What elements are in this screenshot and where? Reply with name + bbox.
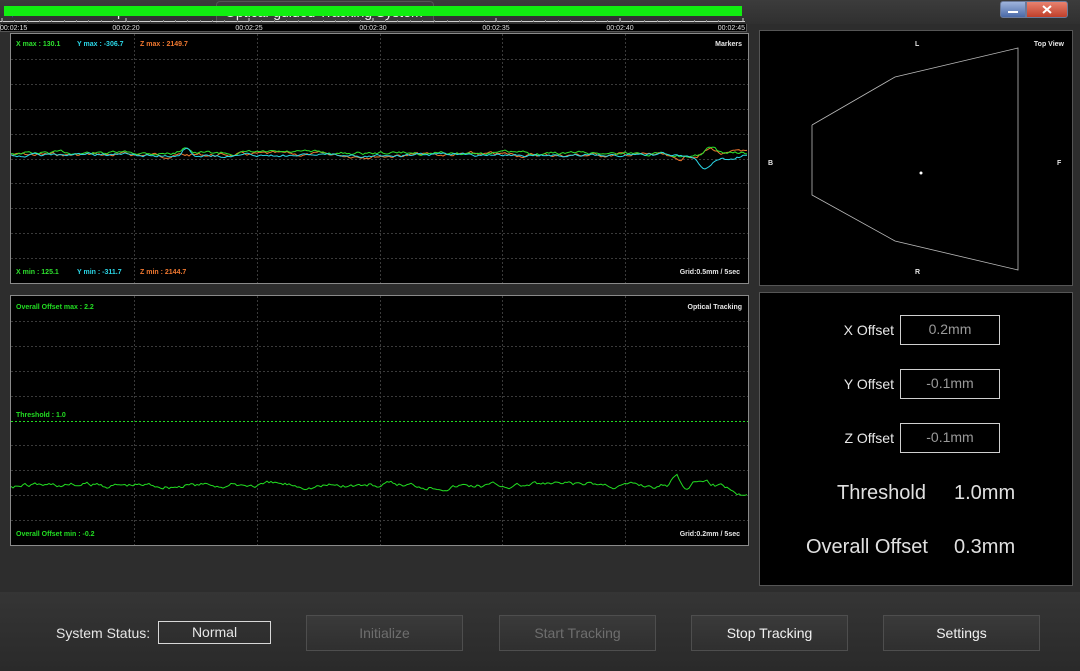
x-min-label: X min : 125.1 bbox=[16, 269, 59, 276]
optical-tracking-chart: Overall Offset max : 2.2 Optical Trackin… bbox=[10, 295, 749, 546]
y-min-label: Y min : -311.7 bbox=[77, 269, 122, 276]
system-status-label: System Status: bbox=[56, 625, 151, 641]
z-offset-field: -0.1mm bbox=[900, 423, 1000, 453]
markers-chart: X max : 130.1 Y max : -306.7 Z max : 214… bbox=[10, 33, 749, 284]
top-view-label-l: L bbox=[915, 41, 920, 48]
y-offset-row: Y Offset -0.1mm bbox=[760, 369, 1074, 399]
timeline-tick-label: 00:02:20 bbox=[112, 25, 139, 30]
y-offset-label: Y Offset bbox=[843, 376, 894, 392]
timeline-tick-label: 00:02:15 bbox=[0, 25, 27, 30]
top-view-diagram bbox=[811, 47, 1019, 271]
top-view-title: Top View bbox=[1033, 41, 1064, 48]
progress-bar bbox=[4, 6, 742, 16]
z-min-label: Z min : 2144.7 bbox=[140, 269, 187, 276]
close-icon bbox=[1042, 5, 1052, 14]
settings-button[interactable]: Settings bbox=[883, 615, 1040, 651]
y-series-line bbox=[11, 147, 747, 170]
offset-readout-panel: X Offset 0.2mm Y Offset -0.1mm Z Offset … bbox=[759, 292, 1073, 586]
top-view-label-f: F bbox=[1057, 160, 1062, 167]
overall-offset-label: Overall Offset bbox=[806, 536, 928, 558]
threshold-readout-value: 1.0mm bbox=[954, 482, 1016, 504]
system-status-value: Normal bbox=[158, 621, 271, 644]
z-max-label: Z max : 2149.7 bbox=[140, 41, 188, 48]
z-offset-label: Z Offset bbox=[844, 430, 894, 446]
offset-series-line bbox=[11, 473, 748, 496]
timeline-tick-label: 00:02:25 bbox=[235, 25, 262, 30]
threshold-readout-label: Threshold bbox=[837, 482, 926, 504]
timeline: 00:02:15 00:02:20 00:02:25 00:02:30 00:02:35… bbox=[0, 0, 747, 32]
x-offset-label: X Offset bbox=[843, 322, 894, 338]
offset-max-label: Overall Offset max : 2.2 bbox=[16, 304, 94, 311]
x-offset-row: X Offset 0.2mm bbox=[760, 315, 1074, 345]
initialize-button[interactable]: Initialize bbox=[306, 615, 463, 651]
control-bar: System Status: Normal Initialize Start T… bbox=[0, 592, 1080, 671]
close-button[interactable] bbox=[1026, 1, 1068, 18]
minimize-button[interactable] bbox=[1000, 1, 1026, 18]
top-view-label-r: R bbox=[915, 269, 921, 276]
overall-offset-value: 0.3mm bbox=[954, 536, 1016, 558]
markers-title: Markers bbox=[715, 41, 742, 48]
top-view-panel: Top View L R B F bbox=[759, 30, 1073, 286]
minimize-icon bbox=[1008, 10, 1018, 13]
tracking-plot bbox=[11, 296, 748, 545]
y-offset-field: -0.1mm bbox=[900, 369, 1000, 399]
x-series-line bbox=[11, 146, 748, 158]
timeline-axis: 00:02:15 00:02:20 00:02:25 00:02:30 00:02:35… bbox=[0, 6, 745, 30]
window-controls bbox=[1000, 1, 1068, 18]
start-tracking-button[interactable]: Start Tracking bbox=[499, 615, 656, 651]
timeline-tick-label: 00:02:35 bbox=[482, 25, 509, 30]
x-offset-field: 0.2mm bbox=[900, 315, 1000, 345]
top-view-outline bbox=[811, 47, 1019, 271]
tracking-grid-label: Grid:0.2mm / 5sec bbox=[679, 531, 740, 538]
z-offset-row: Z Offset -0.1mm bbox=[760, 423, 1074, 453]
timeline-tick-label: 00:02:45 bbox=[718, 25, 745, 30]
markers-grid-label: Grid:0.5mm / 5sec bbox=[679, 269, 740, 276]
offset-min-label: Overall Offset min : -0.2 bbox=[16, 531, 95, 538]
tracking-title: Optical Tracking bbox=[687, 304, 742, 311]
stop-tracking-button[interactable]: Stop Tracking bbox=[691, 615, 848, 651]
timeline-tick-label: 00:02:40 bbox=[606, 25, 633, 30]
target-point bbox=[919, 171, 923, 175]
timeline-tick-label: 00:02:30 bbox=[359, 25, 386, 30]
top-view-label-b: B bbox=[768, 160, 774, 167]
markers-plot bbox=[11, 34, 748, 283]
x-max-label: X max : 130.1 bbox=[16, 41, 61, 48]
threshold-label: Threshold : 1.0 bbox=[16, 412, 66, 419]
y-max-label: Y max : -306.7 bbox=[77, 41, 124, 48]
